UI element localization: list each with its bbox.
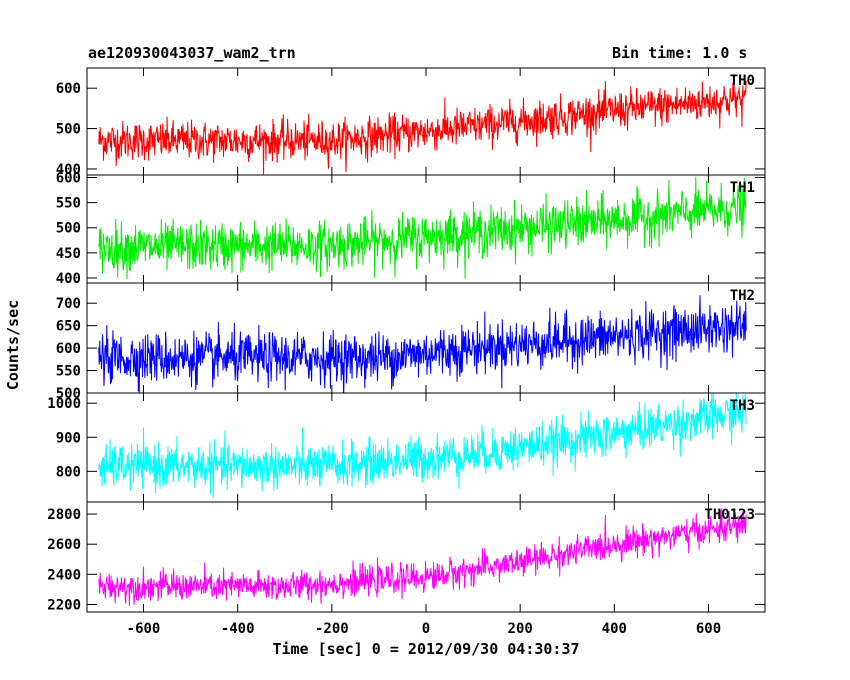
y-tick-label-th0: 500 — [56, 122, 81, 138]
y-tick-label-th1: 600 — [56, 171, 81, 187]
panel-th0: 400 500 600 TH0 — [56, 67, 766, 178]
series-line-th2 — [98, 295, 747, 393]
panel-frame-th3 — [86, 392, 766, 503]
y-tick-label-th2: 550 — [56, 364, 81, 380]
y-tick-label-th1: 550 — [56, 196, 81, 212]
y-tick-label-th0123: 2400 — [47, 567, 81, 583]
x-tick-label: -200 — [315, 621, 349, 637]
bin-time-label: Bin time: 1.0 s — [612, 44, 748, 62]
plot-title: ae120930043037_wam2_trn — [88, 44, 296, 62]
x-tick-label: 0 — [422, 621, 430, 637]
panel-th3: 800 900 1000 TH3 — [47, 392, 766, 503]
y-tick-label-th2: 650 — [56, 319, 81, 335]
y-tick-label-th1: 400 — [56, 271, 81, 287]
panel-label-th2: TH2 — [730, 288, 755, 304]
y-tick-label-th1: 450 — [56, 246, 81, 262]
x-tick-label: 200 — [508, 621, 533, 637]
panel-frame-th0 — [86, 67, 766, 176]
series-line-th0 — [98, 80, 747, 175]
y-tick-label-th0123: 2200 — [47, 597, 81, 613]
panel-th1: 400 450 500 550 600 TH1 — [56, 171, 766, 287]
x-tick-label: -600 — [127, 621, 161, 637]
x-tick-label: -400 — [221, 621, 255, 637]
y-tick-label-th0: 400 — [56, 162, 81, 178]
y-tick-label-th2: 500 — [56, 386, 81, 402]
y-tick-label-th3: 1000 — [47, 396, 81, 412]
y-tick-label-th3: 800 — [56, 464, 81, 480]
series-line-th3 — [98, 393, 747, 499]
panel-th2: 500 550 600 650 700 TH2 — [56, 282, 766, 402]
y-tick-label-th0123: 2600 — [47, 537, 81, 553]
y-tick-label-th0: 600 — [56, 81, 81, 97]
x-tick-label: 400 — [602, 621, 627, 637]
y-tick-label-th0123: 2800 — [47, 507, 81, 523]
panel-label-th0123: TH0123 — [704, 507, 755, 523]
panel-label-th1: TH1 — [730, 180, 755, 196]
y-axis-label: Counts/sec — [4, 300, 22, 390]
panel-label-th0: TH0 — [730, 73, 755, 89]
series-line-th0123 — [98, 508, 747, 607]
y-tick-label-th1: 500 — [56, 221, 81, 237]
y-tick-label-th2: 600 — [56, 341, 81, 357]
x-tick-label: 600 — [696, 621, 721, 637]
panel-th0123: 2200 2400 2600 2800 TH0123 — [47, 501, 766, 613]
y-tick-label-th2: 700 — [56, 296, 81, 312]
y-tick-label-th3: 900 — [56, 430, 81, 446]
series-line-th1 — [98, 176, 747, 280]
panel-label-th3: TH3 — [730, 398, 755, 414]
x-axis-label: Time [sec] 0 = 2012/09/30 04:30:37 — [272, 640, 579, 658]
